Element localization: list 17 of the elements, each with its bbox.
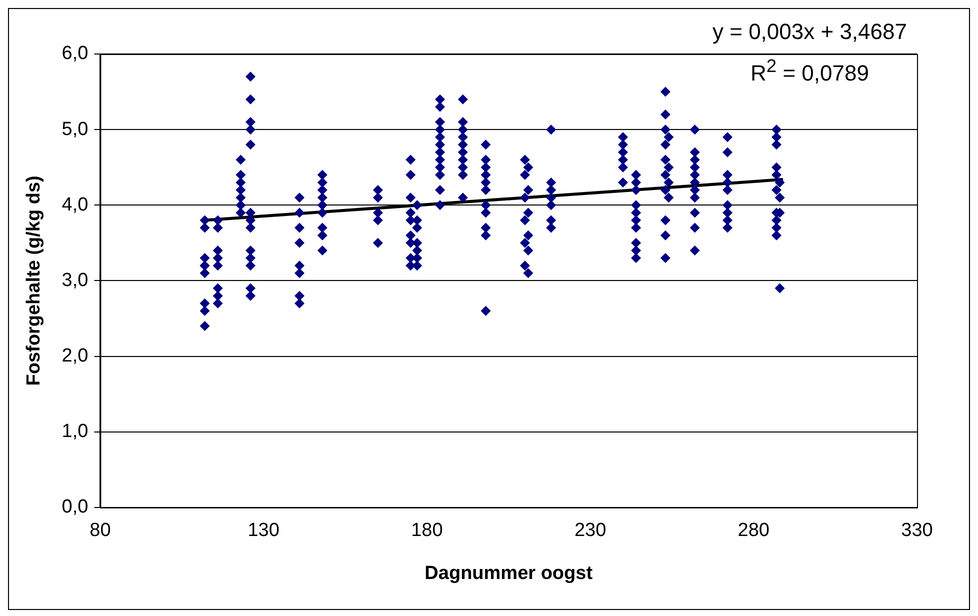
y-axis-title: Fosforgehalte (g/kg ds) xyxy=(24,176,45,386)
y-tick-label: 6,0 xyxy=(62,43,88,64)
y-tick-label: 1,0 xyxy=(62,421,88,442)
x-tick-label: 130 xyxy=(248,520,280,542)
y-tick-label: 0,0 xyxy=(62,496,88,518)
y-tick-label: 4,0 xyxy=(62,194,88,216)
x-tick-label: 230 xyxy=(574,520,606,542)
x-tick-label: 180 xyxy=(411,520,443,542)
annotation: R$^{2}$ = 0,0789 xyxy=(750,54,870,88)
x-axis-title: Dagnummer oogst xyxy=(424,562,594,584)
y-tick-label: 3,0 xyxy=(62,270,88,291)
text: y = 0,003x + 3,4687 xyxy=(712,18,907,46)
y-tick-label: 2,0 xyxy=(62,346,88,366)
x-tick-label: 280 xyxy=(738,520,770,542)
y-tick-label: 5,0 xyxy=(62,118,88,140)
x-tick-label: 330 xyxy=(901,520,933,542)
x-tick-label: 80 xyxy=(90,520,111,542)
